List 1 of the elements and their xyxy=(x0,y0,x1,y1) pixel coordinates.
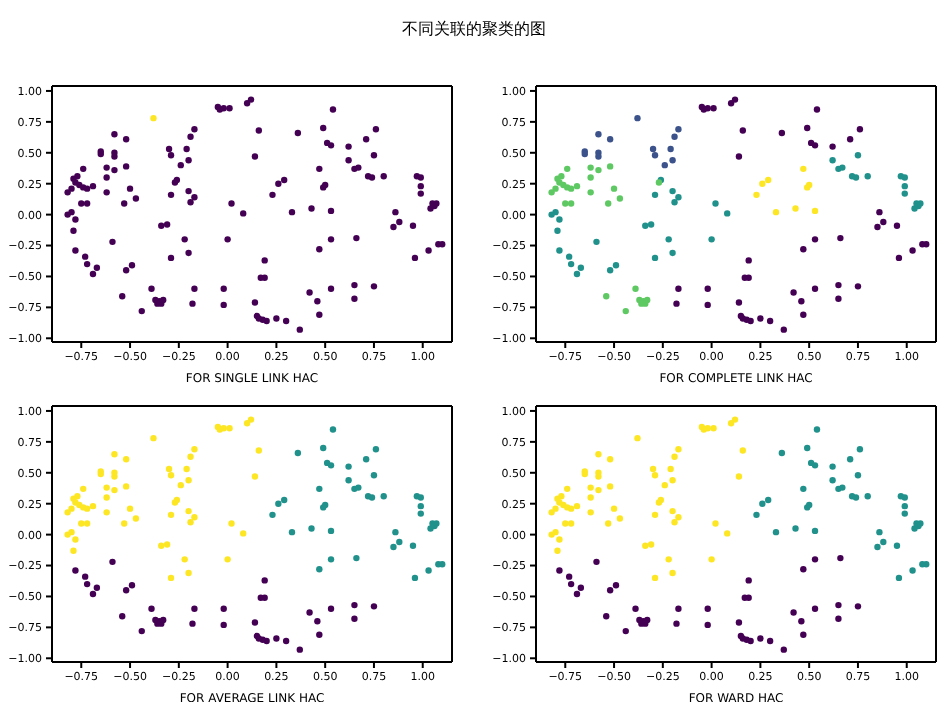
chart-title: 不同关联的聚类的图 xyxy=(400,18,548,40)
